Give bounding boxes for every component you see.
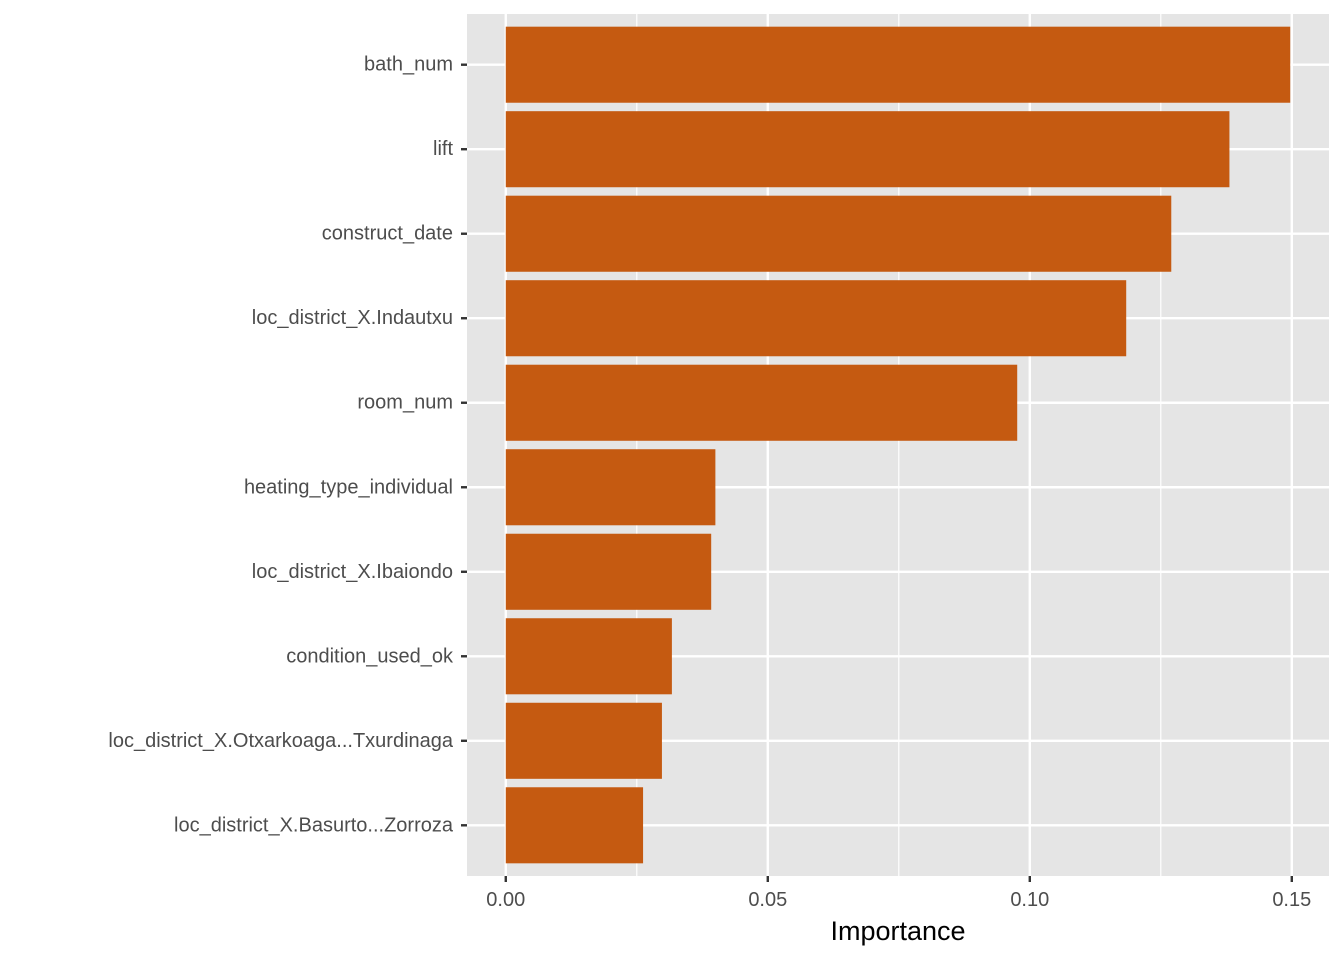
x-tick-label: 0.10 — [1010, 889, 1049, 911]
y-tick-label: heating_type_individual — [244, 476, 453, 498]
bar-bath_num — [505, 26, 1291, 103]
x-tick-label: 0.00 — [486, 889, 525, 911]
bar-room_num — [505, 364, 1018, 441]
y-tick-label: loc_district_X.Ibaiondo — [252, 561, 453, 583]
bars — [505, 26, 1291, 864]
y-tick-label: loc_district_X.Otxarkoaga...Txurdinaga — [108, 730, 453, 752]
x-tick-label: 0.15 — [1272, 889, 1311, 911]
y-tick-label: bath_num — [364, 54, 453, 76]
y-tick-label: room_num — [357, 392, 453, 414]
x-tick-label: 0.05 — [748, 889, 787, 911]
bar-loc_district_X.Basurto...Zorroza — [505, 787, 644, 864]
y-tick-label: loc_district_X.Indautxu — [252, 307, 453, 329]
y-tick-label: condition_used_ok — [286, 645, 454, 667]
bar-loc_district_X.Otxarkoaga...Txurdinaga — [505, 702, 662, 779]
bar-loc_district_X.Ibaiondo — [505, 533, 712, 610]
x-axis: 0.00 0.05 0.10 0.15 — [486, 876, 1311, 911]
y-tick-label: construct_date — [322, 223, 453, 245]
bar-loc_district_X.Indautxu — [505, 280, 1127, 357]
bar-construct_date — [505, 195, 1172, 272]
x-axis-title: Importance — [830, 916, 965, 946]
bar-condition_used_ok — [505, 618, 672, 695]
bar-lift — [505, 111, 1230, 188]
y-tick-label: lift — [433, 138, 453, 160]
bar-heating_type_individual — [505, 449, 716, 526]
y-tick-label: loc_district_X.Basurto...Zorroza — [174, 814, 454, 836]
